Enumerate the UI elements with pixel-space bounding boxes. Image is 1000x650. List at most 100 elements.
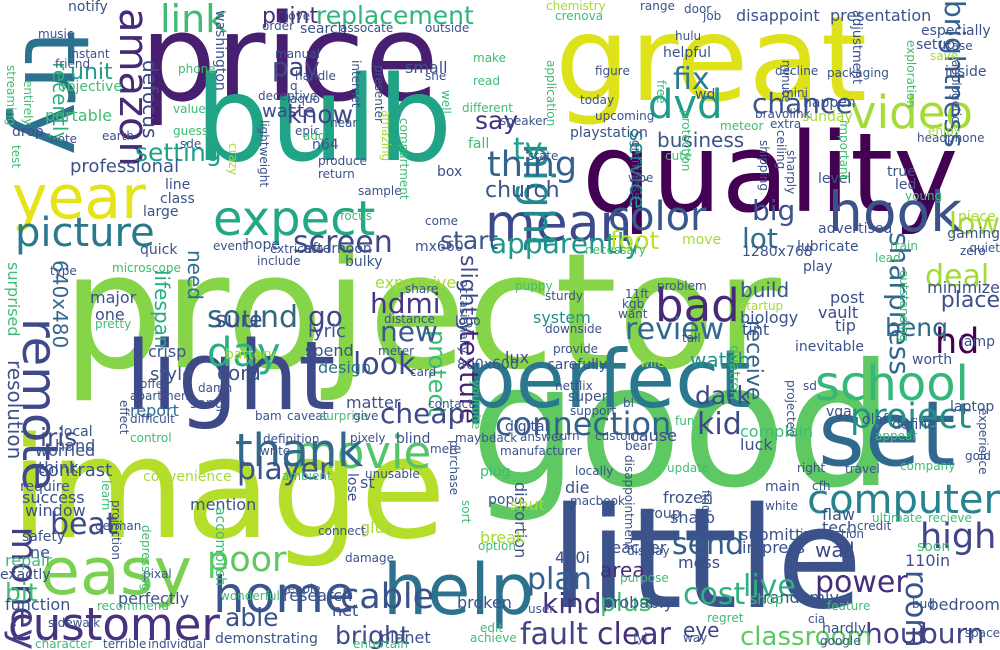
word-white: white xyxy=(765,499,798,513)
word-value: value xyxy=(173,102,206,116)
word-turn: turn xyxy=(555,429,580,443)
word-achieve: achieve xyxy=(470,631,517,645)
word-projector: projector xyxy=(62,218,781,405)
word-earth: earth xyxy=(102,129,134,143)
word-range: range xyxy=(640,0,675,13)
word-look: look xyxy=(353,347,416,382)
word-dvd: dvd xyxy=(648,82,723,128)
word-pixely: pixely xyxy=(350,431,386,445)
word-music: music xyxy=(38,27,74,41)
word-plan: plan xyxy=(527,562,592,597)
word-especially: especially xyxy=(921,23,991,39)
word-sne: sne xyxy=(425,69,447,83)
word-tv: tv xyxy=(513,132,543,167)
word-headphone: headphone xyxy=(917,131,985,145)
word-light: light xyxy=(125,322,336,432)
word-business: business xyxy=(657,128,745,152)
word-damage: damage xyxy=(345,551,395,565)
word-update: update xyxy=(667,461,710,475)
word-friend: friend xyxy=(55,57,91,71)
word-place: place xyxy=(940,288,1000,313)
word-worried: worried xyxy=(35,441,96,460)
word-display: display xyxy=(627,544,670,558)
word-apparently: apparently xyxy=(490,227,642,260)
word-perfect: perfect xyxy=(465,333,751,426)
word-day: day xyxy=(207,330,281,376)
word-replacement: replacement xyxy=(316,1,474,30)
word-song: song xyxy=(190,396,224,412)
word-require: require xyxy=(20,479,70,495)
word-bl: bl xyxy=(623,396,634,410)
word-picture: picture xyxy=(15,210,155,256)
word-large: large xyxy=(143,204,179,220)
word-job: job xyxy=(703,9,722,23)
word-review: review xyxy=(625,312,725,347)
word-waste: waste xyxy=(262,101,316,122)
word-near: near xyxy=(330,116,358,130)
word-sample: sample xyxy=(358,184,402,198)
word-bulb: bulb xyxy=(195,50,453,188)
word-mention: mention xyxy=(190,495,257,514)
word-disappointment: disappointment xyxy=(622,455,636,550)
word-play: play xyxy=(803,259,833,275)
word-right: right xyxy=(797,461,826,475)
word-edit: edit xyxy=(480,621,504,635)
word-school: school xyxy=(815,356,969,412)
word-bright: bright xyxy=(335,621,410,650)
word-manual: manual xyxy=(275,47,320,61)
word-plus: plus xyxy=(600,588,652,617)
word-quick: quick xyxy=(140,242,178,258)
word-easy: easy xyxy=(40,535,193,610)
word-lead: lead xyxy=(875,251,901,265)
word-post: post xyxy=(830,288,865,307)
word-point: point xyxy=(262,4,319,29)
word-low: low xyxy=(948,207,1000,242)
word-accomplish: accomplish xyxy=(212,507,228,587)
word-price: price xyxy=(140,0,439,129)
word-thank: thank xyxy=(235,424,364,477)
word-die: die xyxy=(565,478,590,497)
word-hdmi: hdmi xyxy=(370,287,441,320)
word-start: start xyxy=(440,226,499,255)
word-report: report xyxy=(130,401,179,420)
word-exactly: exactly xyxy=(0,567,51,583)
word-convenience: convenience xyxy=(143,469,232,485)
word-phone: phone xyxy=(178,62,216,76)
word-want: want xyxy=(618,307,648,321)
word-provide: provide xyxy=(553,342,599,356)
word-sunday: sunday xyxy=(802,109,853,125)
word-exploration: exploration xyxy=(904,40,918,108)
word-luck: luck xyxy=(740,435,773,454)
word-fall: fall xyxy=(468,136,490,152)
word-card: card xyxy=(410,365,437,379)
word-sturdy: sturdy xyxy=(545,289,584,303)
word-define: define xyxy=(892,417,936,433)
word-credit: credit xyxy=(857,519,892,533)
word-11ft: 11ft xyxy=(625,287,649,301)
word-portable: portable xyxy=(45,106,113,125)
word-zero: zero xyxy=(960,244,986,258)
word-professional: professional xyxy=(70,156,180,177)
word-tech: tech xyxy=(822,518,858,537)
word-one: one xyxy=(95,305,125,324)
word-inside: inside xyxy=(945,64,987,80)
word-maybe: maybe xyxy=(455,431,497,445)
word-inevitable: inevitable xyxy=(795,339,865,355)
word-window: window xyxy=(25,501,86,520)
word-bad: bad xyxy=(655,279,740,332)
word-link: link xyxy=(160,0,228,41)
word-pretty: pretty xyxy=(95,317,132,331)
word-graniness: graniness xyxy=(629,140,643,199)
word-major: major xyxy=(90,288,137,307)
word-sound: sound xyxy=(207,300,299,335)
word-different: different xyxy=(462,101,513,115)
word-main: main xyxy=(765,479,800,495)
word-come: come xyxy=(425,214,459,228)
word-add: add xyxy=(303,129,326,143)
word-little: little xyxy=(550,478,863,641)
word-notify: notify xyxy=(68,0,108,15)
word-extra: extra xyxy=(770,117,802,131)
word-live: live xyxy=(743,569,796,604)
word-olaf: olaf xyxy=(862,412,888,428)
word-cord: cord xyxy=(217,361,261,385)
